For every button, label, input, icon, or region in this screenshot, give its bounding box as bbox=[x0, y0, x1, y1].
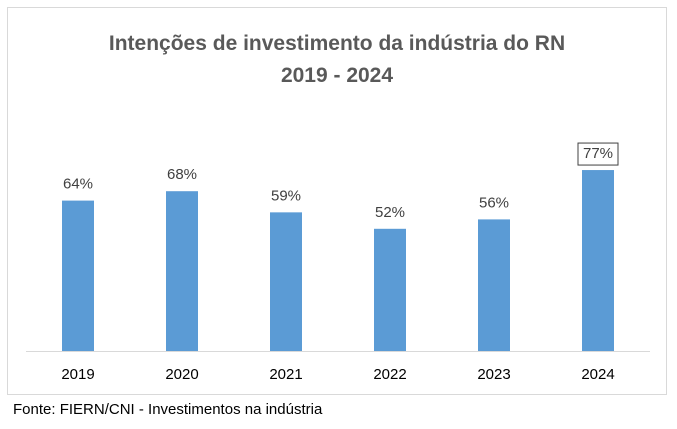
chart-frame: Intenções de investimento da indústria d… bbox=[7, 7, 667, 395]
bar-chart: 64% 2019 68% 2020 59% 2021 52% 2022 56% 2023 77% 20… bbox=[26, 142, 650, 383]
data-label-2021: 59% bbox=[271, 187, 301, 204]
x-tick-label-2022: 2022 bbox=[373, 366, 406, 383]
x-tick-label-2019: 2019 bbox=[61, 366, 94, 383]
data-label-2019: 64% bbox=[63, 176, 93, 193]
bar-2022 bbox=[374, 228, 406, 351]
data-label-box-2024 bbox=[577, 142, 619, 166]
bar-2021 bbox=[270, 212, 302, 351]
chart-title: Intenções de investimento da indústria d… bbox=[8, 28, 666, 92]
data-label-2024: 77% bbox=[583, 145, 613, 162]
chart-title-line2: 2019 - 2024 bbox=[280, 64, 394, 87]
bar-2024 bbox=[582, 170, 614, 351]
chart-title-line1: Intenções de investimento da indústria d… bbox=[108, 32, 566, 55]
x-tick-label-2023: 2023 bbox=[477, 366, 510, 383]
data-label-2020: 68% bbox=[167, 166, 197, 183]
data-label-2022: 52% bbox=[375, 204, 405, 221]
bar-2019 bbox=[62, 200, 94, 351]
bar-2020 bbox=[166, 191, 198, 351]
x-tick-label-2021: 2021 bbox=[269, 366, 302, 383]
source-note: Fonte: FIERN/CNI - Investimentos na indú… bbox=[13, 401, 323, 418]
x-tick-label-2020: 2020 bbox=[165, 366, 198, 383]
data-label-2023: 56% bbox=[479, 194, 509, 211]
x-tick-label-2024: 2024 bbox=[581, 366, 614, 383]
bar-2023 bbox=[478, 219, 510, 351]
